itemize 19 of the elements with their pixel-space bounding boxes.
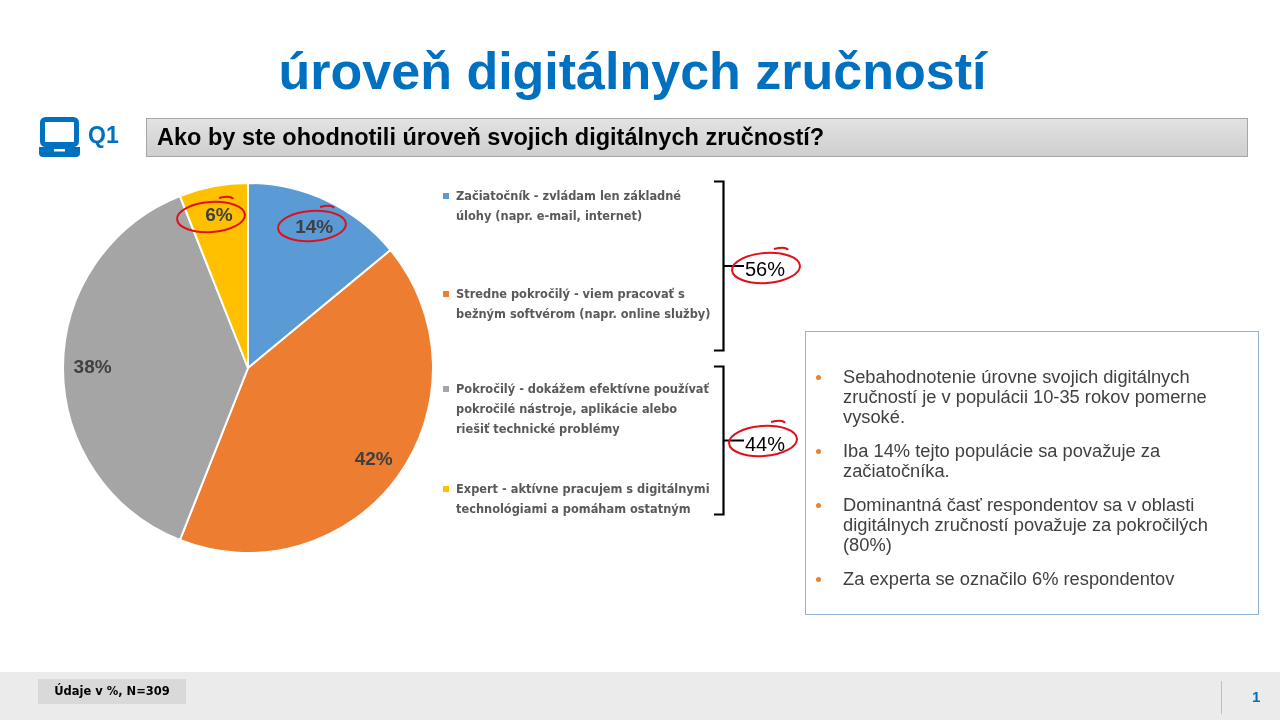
data-label: 6% xyxy=(205,203,233,225)
text: Sebahodnotenie úrovne svojich digitálnych zručností je v populácii 10-35 rokov pomerne vysoké. xyxy=(843,366,1207,427)
text: 1 xyxy=(1252,688,1261,706)
data-label: 38% xyxy=(73,356,112,378)
chart-subtitle: Ako by ste ohodnotili úroveň svojich digitálnych zručností? xyxy=(146,118,1248,157)
data-label: 42% xyxy=(354,447,393,469)
chart-title: úroveň digitálnych zručností xyxy=(277,41,989,102)
text: 56% xyxy=(745,257,786,281)
text: Iba 14% tejto populácie sa považuje za začiatočníka. xyxy=(843,440,1161,481)
text: Q1 xyxy=(88,121,119,150)
text: 44% xyxy=(745,431,786,456)
legend-label: Pokročilý - dokážem efektívne používať pokročilé nástroje, aplikácie alebo riešiť technické problémy xyxy=(456,382,710,436)
text: Za experta se označilo 6% respondentov xyxy=(843,568,1175,589)
text: Údaje v %, N=309 xyxy=(38,679,186,704)
legend-label: Začiatočník - zvládam len základné úlohy (napr. e-mail, internet) xyxy=(456,189,682,223)
data-label: 14% xyxy=(295,215,334,237)
legend-label: Stredne pokročilý - viem pracovať s bežným softvérom (napr. online služby) xyxy=(456,287,711,321)
text: Dominantná časť respondentov sa v oblasti digitálnych zručností považuje za pokročilých (80%) xyxy=(843,494,1208,555)
legend-label: Expert - aktívne pracujem s digitálnymi technológiami a pomáham ostatným xyxy=(456,482,710,516)
